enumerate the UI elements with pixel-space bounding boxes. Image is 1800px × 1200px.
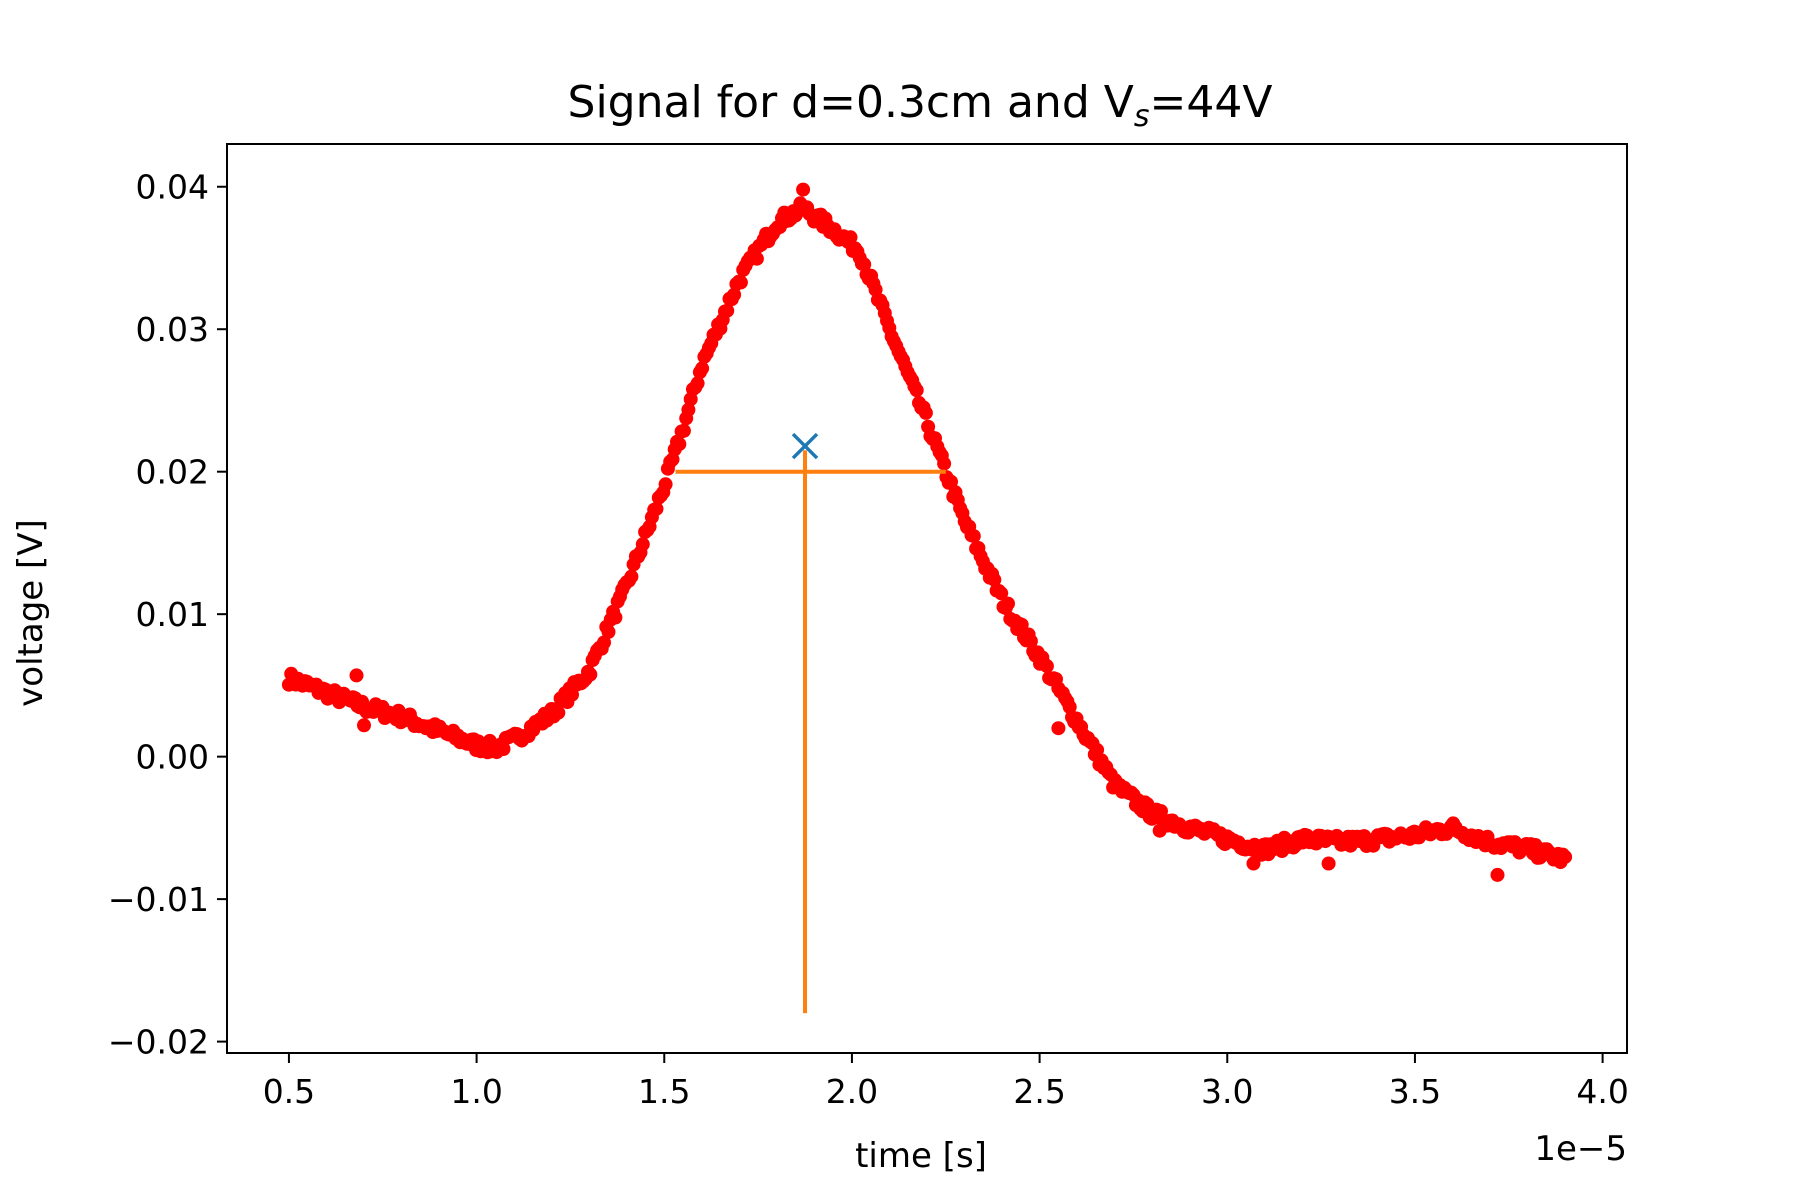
data-point — [672, 437, 687, 452]
x-tick-label: 3.0 — [1201, 1072, 1253, 1111]
data-point — [676, 423, 691, 438]
data-point — [720, 303, 735, 318]
data-point — [733, 275, 748, 290]
x-tick-label: 2.5 — [1013, 1072, 1065, 1111]
data-point — [994, 586, 1009, 601]
data-point — [1014, 617, 1029, 632]
data-point — [695, 361, 710, 376]
fwhm-markers — [675, 432, 946, 1014]
title-subscript: s — [1134, 99, 1150, 134]
y-tick-label: 0.00 — [136, 738, 209, 777]
data-point — [681, 402, 696, 417]
y-tick-label: 0.02 — [136, 453, 209, 492]
x-axis-offset-text: 1e−5 — [1534, 1129, 1627, 1169]
y-tick-label: 0.03 — [136, 310, 209, 349]
data-point — [749, 251, 764, 266]
y-axis-label: voltage [V] — [11, 519, 51, 707]
x-tick-label: 1.5 — [638, 1072, 690, 1111]
data-point — [937, 456, 952, 471]
data-point — [597, 635, 611, 650]
data-point — [658, 477, 673, 492]
data-point — [1321, 856, 1336, 871]
data-point — [349, 668, 364, 683]
data-point — [1090, 742, 1105, 757]
signal-series — [281, 182, 1573, 882]
data-point — [551, 705, 566, 720]
data-point — [987, 572, 1002, 587]
title-suffix: =44V — [1149, 77, 1272, 128]
x-tick-label: 1.0 — [450, 1072, 502, 1111]
data-point — [918, 405, 933, 420]
plot-frame — [226, 143, 1628, 1054]
data-point — [796, 182, 811, 197]
data-point — [1001, 596, 1015, 611]
y-tick-label: −0.02 — [108, 1023, 209, 1062]
data-point — [1152, 823, 1167, 838]
title-main: Signal for d=0.3cm and V — [568, 77, 1134, 128]
data-point — [1246, 856, 1261, 871]
data-point — [843, 230, 858, 245]
data-point — [727, 287, 742, 302]
data-point — [1490, 867, 1505, 882]
data-point — [608, 610, 623, 625]
x-tick-label: 0.5 — [263, 1072, 315, 1111]
x-axis-label: time [s] — [855, 1136, 987, 1176]
data-point — [649, 501, 664, 516]
y-tick-label: −0.01 — [108, 880, 209, 919]
data-point — [1558, 849, 1573, 864]
chart-title: Signal for d=0.3cm and Vs=44V — [568, 77, 1273, 134]
data-point — [601, 624, 616, 639]
data-point — [909, 383, 924, 398]
x-tick-label: 4.0 — [1576, 1072, 1628, 1111]
data-point — [1039, 659, 1054, 674]
peak-x-marker — [791, 432, 819, 460]
data-point — [624, 569, 639, 584]
data-point — [966, 529, 981, 544]
data-point — [635, 537, 650, 552]
data-point — [583, 667, 598, 682]
x-tick-label: 3.5 — [1389, 1072, 1441, 1111]
y-tick-label: 0.04 — [136, 168, 209, 207]
data-point — [944, 474, 958, 489]
x-axis-ticks: 0.5 1.0 1.5 2.0 2.5 3.0 3.5 4.0 — [263, 1053, 1629, 1111]
data-point — [690, 376, 705, 391]
data-point — [496, 742, 511, 756]
y-axis-ticks: −0.02 −0.01 0.00 0.01 0.02 0.03 0.04 — [108, 168, 227, 1062]
data-point — [1051, 721, 1066, 736]
x-tick-label: 2.0 — [826, 1072, 878, 1111]
y-tick-label: 0.01 — [136, 595, 209, 634]
data-point — [357, 718, 371, 733]
